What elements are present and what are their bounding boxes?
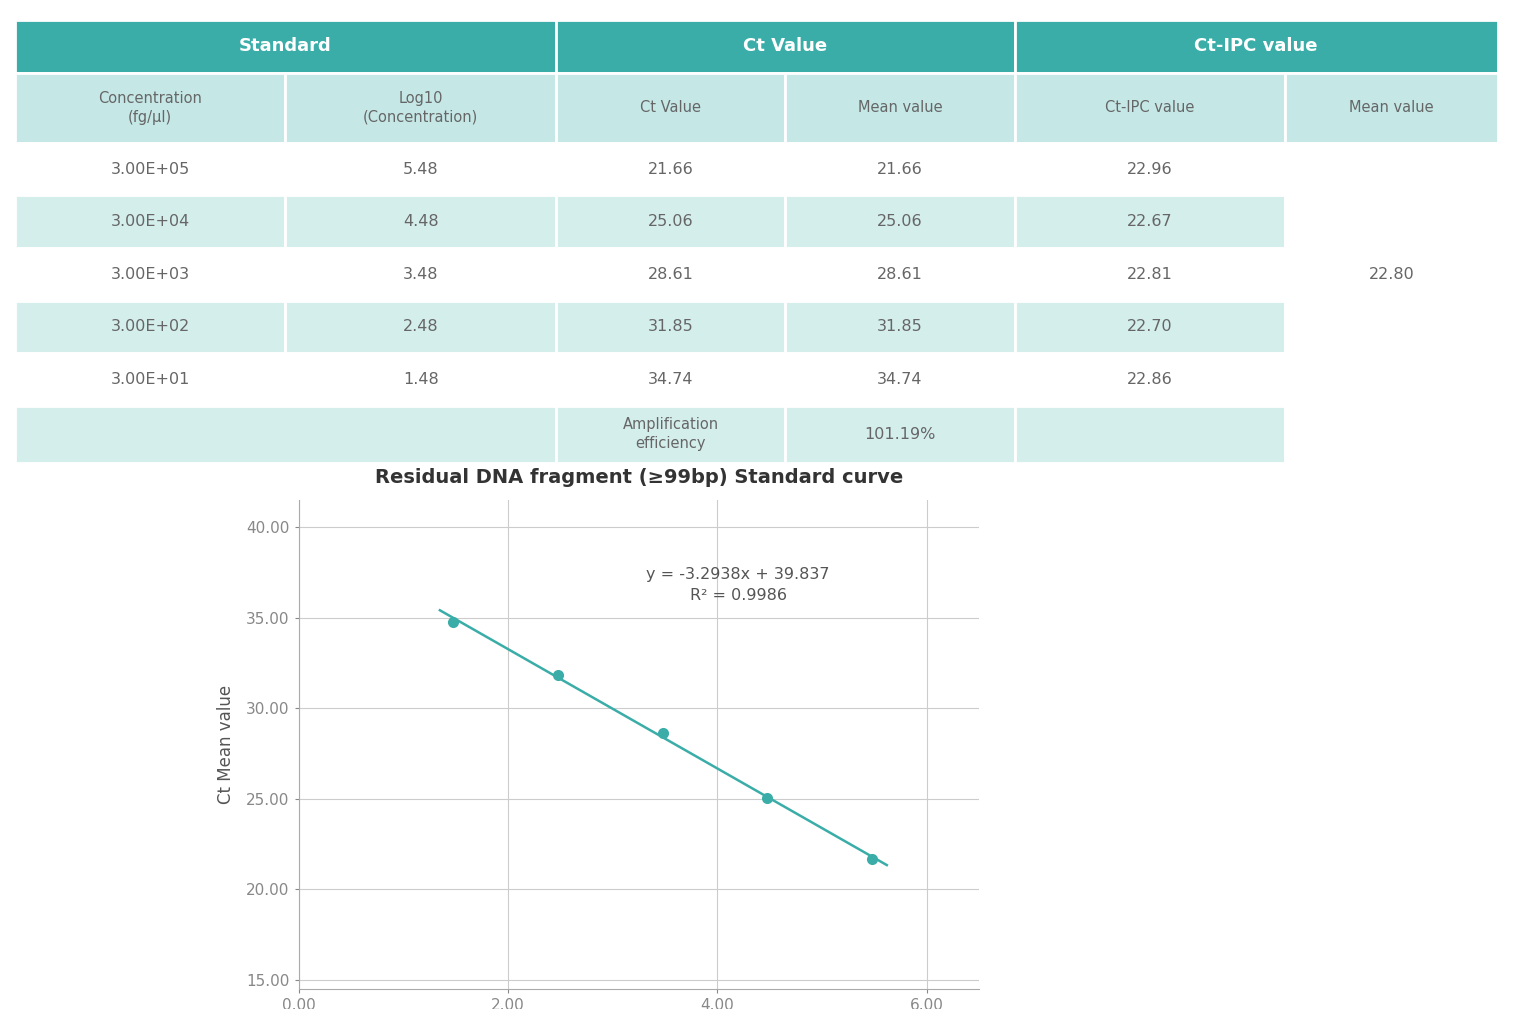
Text: 3.00E+01: 3.00E+01 [110, 372, 191, 386]
Bar [1015, 301, 1285, 353]
Text: Ct-IPC value: Ct-IPC value [1104, 100, 1194, 115]
Text: Standard: Standard [239, 37, 331, 55]
Title: Residual DNA fragment (≥99bp) Standard curve: Residual DNA fragment (≥99bp) Standard c… [375, 468, 903, 487]
Text: 21.66: 21.66 [648, 161, 693, 177]
Bar [555, 20, 1015, 73]
Bar [1015, 353, 1285, 406]
Text: Log10
(Concentration): Log10 (Concentration) [363, 91, 478, 125]
Bar [1015, 196, 1285, 248]
Bar [555, 73, 785, 143]
Text: 21.66: 21.66 [878, 161, 923, 177]
Bar [15, 196, 286, 248]
Bar [1015, 143, 1285, 196]
Bar [286, 196, 555, 248]
Bar [785, 248, 1015, 301]
Text: 28.61: 28.61 [878, 266, 923, 282]
Text: 3.00E+05: 3.00E+05 [110, 161, 191, 177]
Text: 22.80: 22.80 [1368, 266, 1415, 282]
Bar [286, 301, 555, 353]
Bar [1285, 73, 1498, 143]
Text: 31.85: 31.85 [878, 319, 923, 334]
Bar [286, 143, 555, 196]
Text: y = -3.2938x + 39.837
R² = 0.9986: y = -3.2938x + 39.837 R² = 0.9986 [646, 567, 831, 603]
Bar [286, 353, 555, 406]
Bar [1015, 73, 1285, 143]
Bar [1015, 248, 1285, 301]
Bar [555, 143, 785, 196]
Bar [555, 406, 785, 462]
Bar [286, 73, 555, 143]
Bar [1015, 20, 1498, 73]
Text: 22.81: 22.81 [1127, 266, 1173, 282]
Text: 5.48: 5.48 [402, 161, 439, 177]
Bar [15, 406, 555, 462]
Text: 2.48: 2.48 [402, 319, 439, 334]
Text: 28.61: 28.61 [648, 266, 693, 282]
Text: Amplification
efficiency: Amplification efficiency [622, 417, 719, 451]
Text: 25.06: 25.06 [878, 214, 923, 229]
Bar [555, 196, 785, 248]
Bar [15, 20, 555, 73]
Text: 22.67: 22.67 [1127, 214, 1173, 229]
Text: Mean value: Mean value [858, 100, 943, 115]
Bar [15, 143, 286, 196]
Bar [15, 248, 286, 301]
Bar [555, 248, 785, 301]
Bar [15, 301, 286, 353]
Text: 1.48: 1.48 [402, 372, 439, 386]
Text: 25.06: 25.06 [648, 214, 693, 229]
Text: 31.85: 31.85 [648, 319, 693, 334]
Text: Concentration
(fg/μl): Concentration (fg/μl) [98, 91, 203, 125]
Text: 22.96: 22.96 [1127, 161, 1173, 177]
Text: 34.74: 34.74 [878, 372, 923, 386]
Bar [785, 353, 1015, 406]
Text: 101.19%: 101.19% [864, 427, 935, 442]
Text: 22.70: 22.70 [1127, 319, 1173, 334]
Text: 4.48: 4.48 [402, 214, 439, 229]
Bar [1285, 143, 1498, 406]
Bar [785, 406, 1015, 462]
Bar [1015, 406, 1285, 462]
Bar [785, 301, 1015, 353]
Text: Ct-IPC value: Ct-IPC value [1194, 37, 1318, 55]
Bar [785, 196, 1015, 248]
Bar [1285, 406, 1498, 462]
Text: Mean value: Mean value [1350, 100, 1434, 115]
Text: 34.74: 34.74 [648, 372, 693, 386]
Text: 22.86: 22.86 [1127, 372, 1173, 386]
Bar [785, 73, 1015, 143]
Text: 3.00E+02: 3.00E+02 [110, 319, 191, 334]
Text: Ct Value: Ct Value [743, 37, 828, 55]
Text: 3.00E+03: 3.00E+03 [110, 266, 189, 282]
Text: Ct Value: Ct Value [640, 100, 701, 115]
Bar [15, 353, 286, 406]
Y-axis label: Ct Mean value: Ct Mean value [216, 685, 235, 804]
Text: 3.48: 3.48 [402, 266, 439, 282]
Text: 3.00E+04: 3.00E+04 [110, 214, 191, 229]
Bar [286, 248, 555, 301]
Bar [555, 353, 785, 406]
Bar [555, 301, 785, 353]
Bar [15, 73, 286, 143]
Bar [785, 143, 1015, 196]
